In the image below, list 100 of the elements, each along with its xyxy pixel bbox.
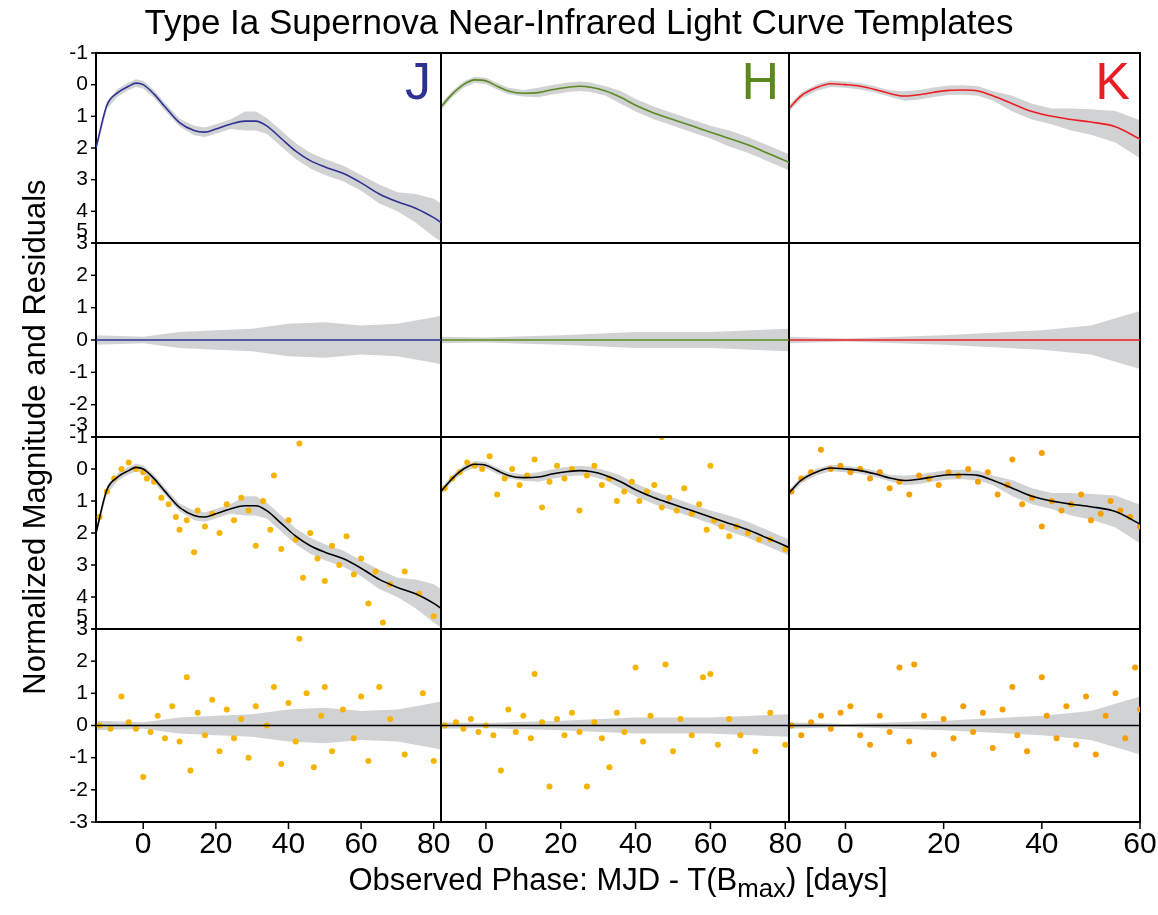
y-tick-label: 0 xyxy=(76,455,88,479)
x-tick-label: 40 xyxy=(618,826,653,860)
point xyxy=(539,504,546,511)
point xyxy=(296,635,303,642)
y-tick-label: 3 xyxy=(76,166,88,190)
point xyxy=(1038,523,1045,530)
point xyxy=(329,542,336,549)
y-tick-label: -2 xyxy=(69,391,88,415)
point xyxy=(576,728,583,735)
point xyxy=(613,709,620,716)
point xyxy=(688,732,695,739)
point xyxy=(419,690,426,697)
point xyxy=(531,671,538,678)
point xyxy=(209,696,216,703)
point xyxy=(531,456,538,463)
y-tick-label: 1 xyxy=(76,680,88,704)
point xyxy=(1132,664,1139,671)
point xyxy=(467,716,474,723)
point xyxy=(238,716,245,723)
x-tick-label: 20 xyxy=(544,826,578,860)
point xyxy=(223,501,230,508)
point xyxy=(817,446,824,453)
y-tick-label: 1 xyxy=(76,487,88,511)
point xyxy=(744,530,751,536)
point xyxy=(516,482,523,488)
point xyxy=(379,619,386,626)
point xyxy=(1097,510,1104,517)
point xyxy=(321,683,328,690)
point xyxy=(350,571,357,578)
point xyxy=(216,748,223,755)
point xyxy=(387,716,394,723)
point xyxy=(628,478,635,485)
point xyxy=(583,472,590,479)
point xyxy=(162,735,168,742)
point xyxy=(916,472,923,479)
y-tick-label: -3 xyxy=(69,808,88,832)
point xyxy=(318,712,325,719)
point xyxy=(401,568,408,575)
point xyxy=(270,472,277,479)
y-tick-label: -1 xyxy=(69,744,88,768)
point xyxy=(307,530,314,536)
point xyxy=(662,661,669,668)
point xyxy=(867,475,873,482)
point xyxy=(350,735,357,742)
point xyxy=(896,664,903,671)
point xyxy=(670,748,676,755)
point xyxy=(169,703,176,710)
point xyxy=(191,549,198,556)
y-tick-label: -1 xyxy=(69,359,88,383)
point xyxy=(591,462,598,469)
point xyxy=(343,533,350,540)
point xyxy=(1107,498,1114,504)
point xyxy=(726,716,733,723)
point xyxy=(183,517,190,524)
point xyxy=(303,690,310,697)
point xyxy=(1053,735,1060,742)
point xyxy=(1078,491,1085,498)
point xyxy=(598,735,605,742)
point xyxy=(798,732,805,739)
point xyxy=(677,716,684,723)
text: Type Ia Supernova Near-Infrared Light Curve Templates xyxy=(144,2,1014,41)
x-tick-label: 80 xyxy=(417,826,451,860)
y-tick-label: 0 xyxy=(76,326,88,350)
point xyxy=(231,517,237,524)
y-tick-label: 1 xyxy=(76,103,88,127)
point xyxy=(172,514,179,520)
point xyxy=(561,732,568,739)
point xyxy=(699,674,706,681)
point xyxy=(464,459,471,466)
point xyxy=(911,661,918,668)
point xyxy=(321,578,328,584)
point xyxy=(252,542,259,549)
point xyxy=(285,699,292,706)
x-tick-label: 20 xyxy=(199,826,233,860)
y-tick-label: -1 xyxy=(69,39,88,63)
y-tick-label: 0 xyxy=(76,71,88,95)
point xyxy=(688,510,695,517)
point xyxy=(125,459,132,466)
point xyxy=(767,709,774,716)
point xyxy=(527,735,534,742)
point xyxy=(696,501,703,508)
point xyxy=(118,693,125,700)
y-tick-label: 2 xyxy=(76,647,88,671)
point xyxy=(666,494,673,501)
point xyxy=(358,555,365,562)
y-tick-label: -2 xyxy=(69,776,88,800)
point xyxy=(520,712,527,719)
point xyxy=(358,693,365,700)
point xyxy=(1058,507,1065,514)
point xyxy=(935,482,942,488)
point xyxy=(876,712,883,719)
point xyxy=(216,530,223,536)
point xyxy=(886,728,893,735)
point xyxy=(278,761,285,768)
point xyxy=(292,738,299,745)
point xyxy=(187,767,194,774)
point xyxy=(876,469,883,476)
point xyxy=(752,748,759,755)
point xyxy=(165,501,172,508)
point xyxy=(984,469,991,476)
